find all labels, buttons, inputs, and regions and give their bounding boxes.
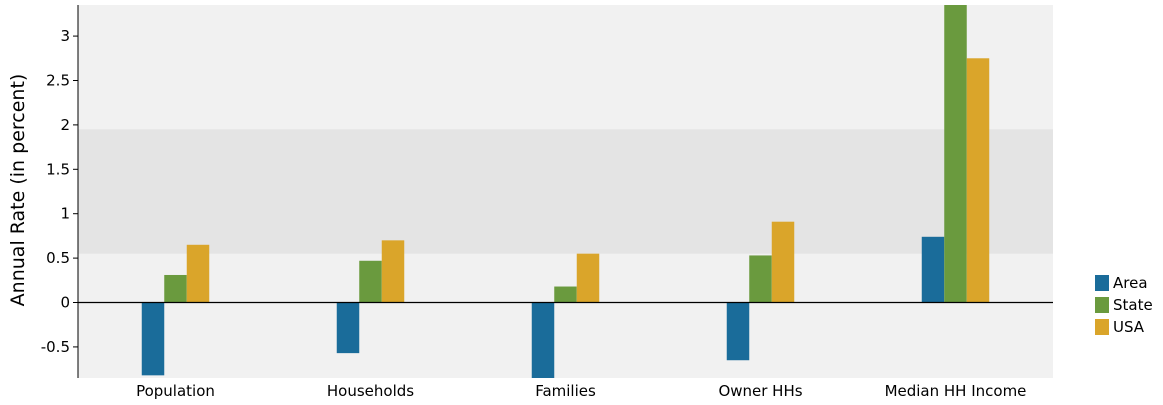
category-label: Median HH Income — [885, 382, 1027, 400]
bar-area-families — [531, 302, 555, 378]
y-tick-label: 1 — [60, 205, 70, 223]
y-tick-labels: -0.5 0 0.5 1 1.5 2 2.5 3 — [41, 27, 70, 356]
category-label: Owner HHs — [718, 382, 802, 400]
bar-state-families — [554, 286, 577, 303]
axes-group — [73, 5, 1053, 378]
legend-label-state: State — [1113, 296, 1153, 314]
legend: Area State USA — [1095, 274, 1153, 336]
bar-state-median-hh-income — [944, 5, 967, 303]
y-tick-label: 0.5 — [46, 249, 70, 267]
plot-background — [78, 5, 1053, 378]
legend-swatch-state — [1095, 297, 1109, 313]
legend-swatch-area — [1095, 275, 1109, 291]
y-tick-label: 0 — [60, 294, 70, 312]
bar-state-population — [164, 274, 187, 303]
category-label: Families — [535, 382, 596, 400]
y-tick-label: 3 — [60, 27, 70, 45]
bar-area-median-hh-income — [921, 236, 945, 303]
legend-label-usa: USA — [1113, 318, 1145, 336]
bar-state-owner-hhs — [749, 255, 772, 303]
bars-group — [141, 5, 990, 378]
bar-usa-households — [381, 240, 405, 303]
y-tick-label: 2 — [60, 116, 70, 134]
y-tick-label: 2.5 — [46, 71, 70, 89]
bar-area-owner-hhs — [726, 302, 750, 361]
y-tick-label: 1.5 — [46, 160, 70, 178]
bar-state-households — [359, 260, 382, 303]
bar-usa-owner-hhs — [771, 221, 795, 303]
y-tick-label: -0.5 — [41, 338, 70, 356]
highlight-band — [78, 129, 1053, 254]
bar-area-population — [141, 302, 165, 376]
legend-label-area: Area — [1113, 274, 1148, 292]
legend-swatch-usa — [1095, 319, 1109, 335]
bar-usa-population — [186, 244, 210, 303]
category-label: Population — [136, 382, 215, 400]
category-labels: Population Households Families Owner HHs Med… — [136, 382, 1026, 400]
bar-area-households — [336, 302, 360, 354]
bar-usa-median-hh-income — [966, 58, 990, 303]
category-label: Households — [327, 382, 414, 400]
bar-usa-families — [576, 253, 600, 303]
y-axis-title: Annual Rate (in percent) — [7, 74, 29, 307]
